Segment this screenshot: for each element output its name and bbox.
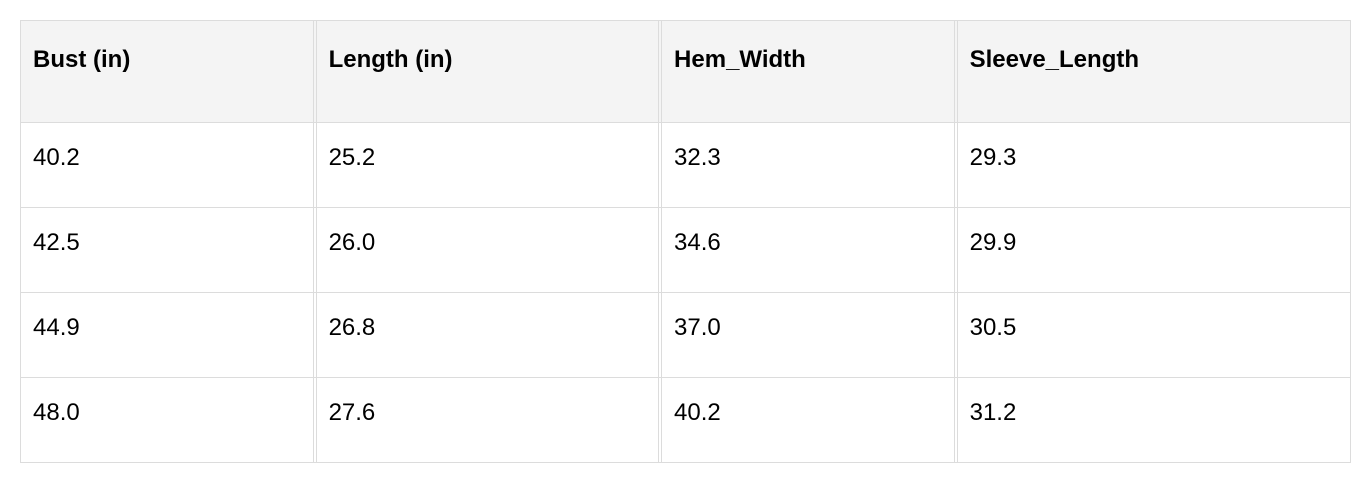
table-cell: 27.6	[315, 378, 660, 462]
table-cell: 40.2	[20, 123, 314, 207]
table-cell: 44.9	[20, 293, 314, 377]
table-cell: 29.9	[956, 208, 1351, 292]
table-cell: 26.8	[315, 293, 660, 377]
table-row: 48.0 27.6 40.2 31.2	[20, 378, 1351, 463]
table-cell: 48.0	[20, 378, 314, 462]
table-cell: 31.2	[956, 378, 1351, 462]
table-header-row: Bust (in) Length (in) Hem_Width Sleeve_L…	[20, 21, 1351, 123]
table-row: 42.5 26.0 34.6 29.9	[20, 208, 1351, 293]
table-cell: 26.0	[315, 208, 660, 292]
table-row: 44.9 26.8 37.0 30.5	[20, 293, 1351, 378]
table-cell: 40.2	[661, 378, 955, 462]
table-cell: 34.6	[661, 208, 955, 292]
header-length: Length (in)	[315, 21, 660, 122]
table-cell: 29.3	[956, 123, 1351, 207]
header-bust: Bust (in)	[20, 21, 314, 122]
table-cell: 32.3	[661, 123, 955, 207]
table-row: 40.2 25.2 32.3 29.3	[20, 123, 1351, 208]
header-hem-width: Hem_Width	[661, 21, 955, 122]
table-cell: 42.5	[20, 208, 314, 292]
table-cell: 25.2	[315, 123, 660, 207]
table-cell: 37.0	[661, 293, 955, 377]
measurements-table: Bust (in) Length (in) Hem_Width Sleeve_L…	[20, 20, 1351, 463]
header-sleeve-length: Sleeve_Length	[956, 21, 1351, 122]
table-cell: 30.5	[956, 293, 1351, 377]
